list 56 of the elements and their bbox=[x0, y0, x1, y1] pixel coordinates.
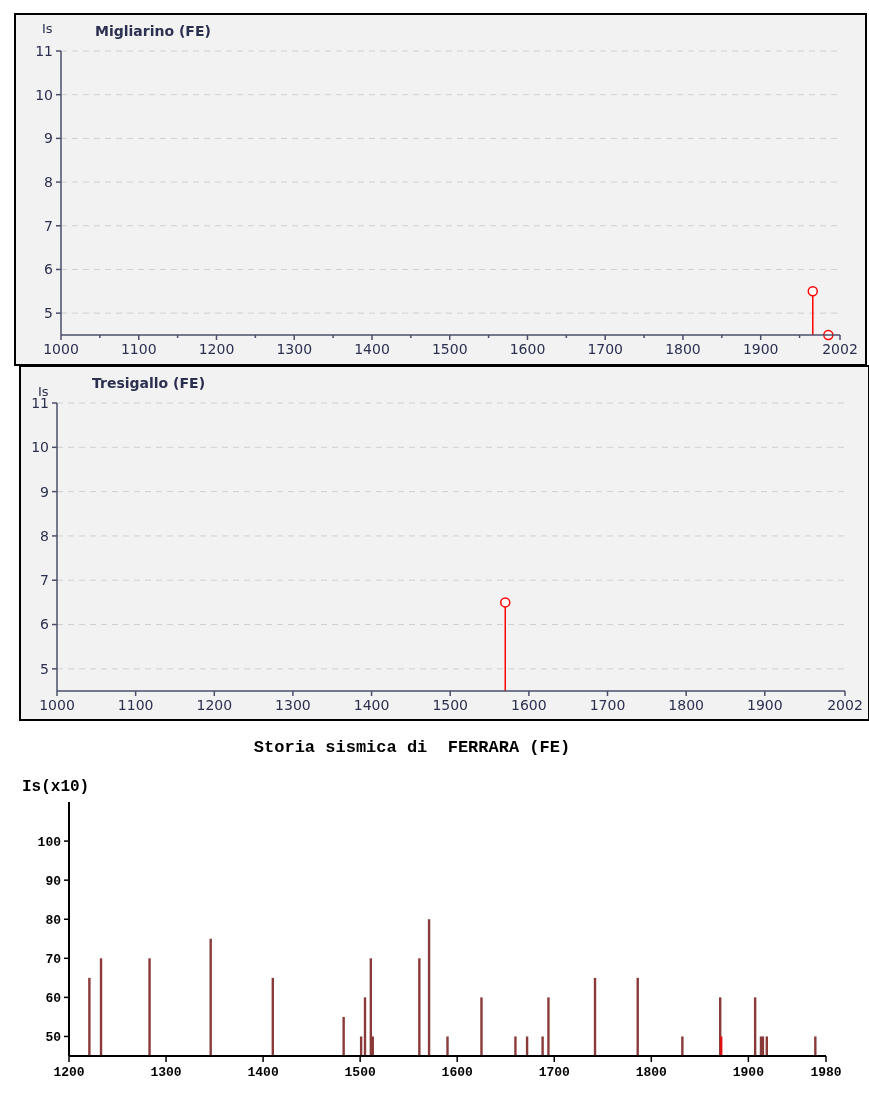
chart-title: Tresigallo (FE) bbox=[92, 375, 206, 391]
x-tick-label: 1500 bbox=[431, 341, 468, 357]
x-tick-label: 1100 bbox=[117, 697, 154, 713]
x-tick-label: 1400 bbox=[353, 697, 390, 713]
x-tick-label: 1000 bbox=[39, 697, 75, 713]
x-tick-label: 1600 bbox=[509, 341, 546, 357]
y-tick-label: 6 bbox=[40, 616, 50, 633]
x-tick-label: 1700 bbox=[538, 1065, 571, 1080]
x-tick-label: 1100 bbox=[120, 341, 157, 357]
y-tick-label: 7 bbox=[40, 572, 49, 589]
y-tick-label: 10 bbox=[31, 439, 49, 456]
y-tick-label: 9 bbox=[44, 130, 53, 147]
x-tick-label: 1300 bbox=[276, 341, 313, 357]
x-tick-label: 1800 bbox=[668, 697, 704, 713]
x-tick-label: 1800 bbox=[665, 341, 701, 357]
x-tick-label: 1400 bbox=[354, 341, 390, 357]
x-tick-label: 1700 bbox=[589, 697, 626, 713]
x-tick-label: 1300 bbox=[275, 697, 311, 713]
x-tick-label: 1600 bbox=[441, 1065, 473, 1080]
y-axis-title: Is bbox=[42, 20, 53, 36]
y-tick-label: 80 bbox=[45, 912, 62, 928]
y-tick-label: 11 bbox=[35, 42, 53, 59]
x-tick-label: 2002 bbox=[822, 341, 858, 357]
x-tick-label: 1200 bbox=[53, 1065, 85, 1080]
y-tick-label: 60 bbox=[45, 990, 62, 1006]
x-tick-label: 1900 bbox=[746, 697, 783, 713]
y-tick-label: 50 bbox=[45, 1030, 62, 1046]
chart-title: Migliarino (FE) bbox=[95, 23, 211, 39]
x-tick-label: 1900 bbox=[732, 1065, 765, 1080]
x-tick-label: 1200 bbox=[198, 341, 235, 357]
y-axis-title: Is(x10) bbox=[22, 778, 90, 797]
y-tick-label: 90 bbox=[45, 873, 62, 889]
y-tick-label: 10 bbox=[35, 86, 53, 103]
x-tick-label: 1800 bbox=[635, 1065, 668, 1080]
x-tick-label: 1900 bbox=[742, 341, 779, 357]
y-tick-label: 6 bbox=[44, 261, 54, 278]
x-tick-label: 1500 bbox=[344, 1065, 376, 1080]
x-tick-label: 1200 bbox=[196, 697, 233, 713]
y-axis-title: Is bbox=[38, 383, 49, 399]
x-tick-label: 1500 bbox=[432, 697, 469, 713]
y-tick-label: 9 bbox=[40, 483, 49, 500]
x-tick-label: 1700 bbox=[587, 341, 624, 357]
y-tick-label: 7 bbox=[44, 217, 53, 234]
chart-title: Storia sismica di FERRARA (FE) bbox=[253, 738, 571, 757]
x-tick-label: 1300 bbox=[150, 1065, 182, 1080]
x-tick-label: 1000 bbox=[43, 341, 79, 357]
y-tick-label: 70 bbox=[45, 951, 62, 967]
y-tick-label: 5 bbox=[40, 660, 49, 677]
y-tick-label: 100 bbox=[37, 834, 62, 850]
x-tick-label: 1980 bbox=[810, 1065, 842, 1080]
x-tick-label: 1600 bbox=[511, 697, 547, 713]
y-tick-label: 8 bbox=[40, 527, 49, 544]
y-tick-label: 8 bbox=[44, 173, 53, 190]
y-tick-label: 5 bbox=[44, 305, 53, 322]
x-tick-label: 1400 bbox=[247, 1065, 279, 1080]
x-tick-label: 2002 bbox=[827, 697, 863, 713]
